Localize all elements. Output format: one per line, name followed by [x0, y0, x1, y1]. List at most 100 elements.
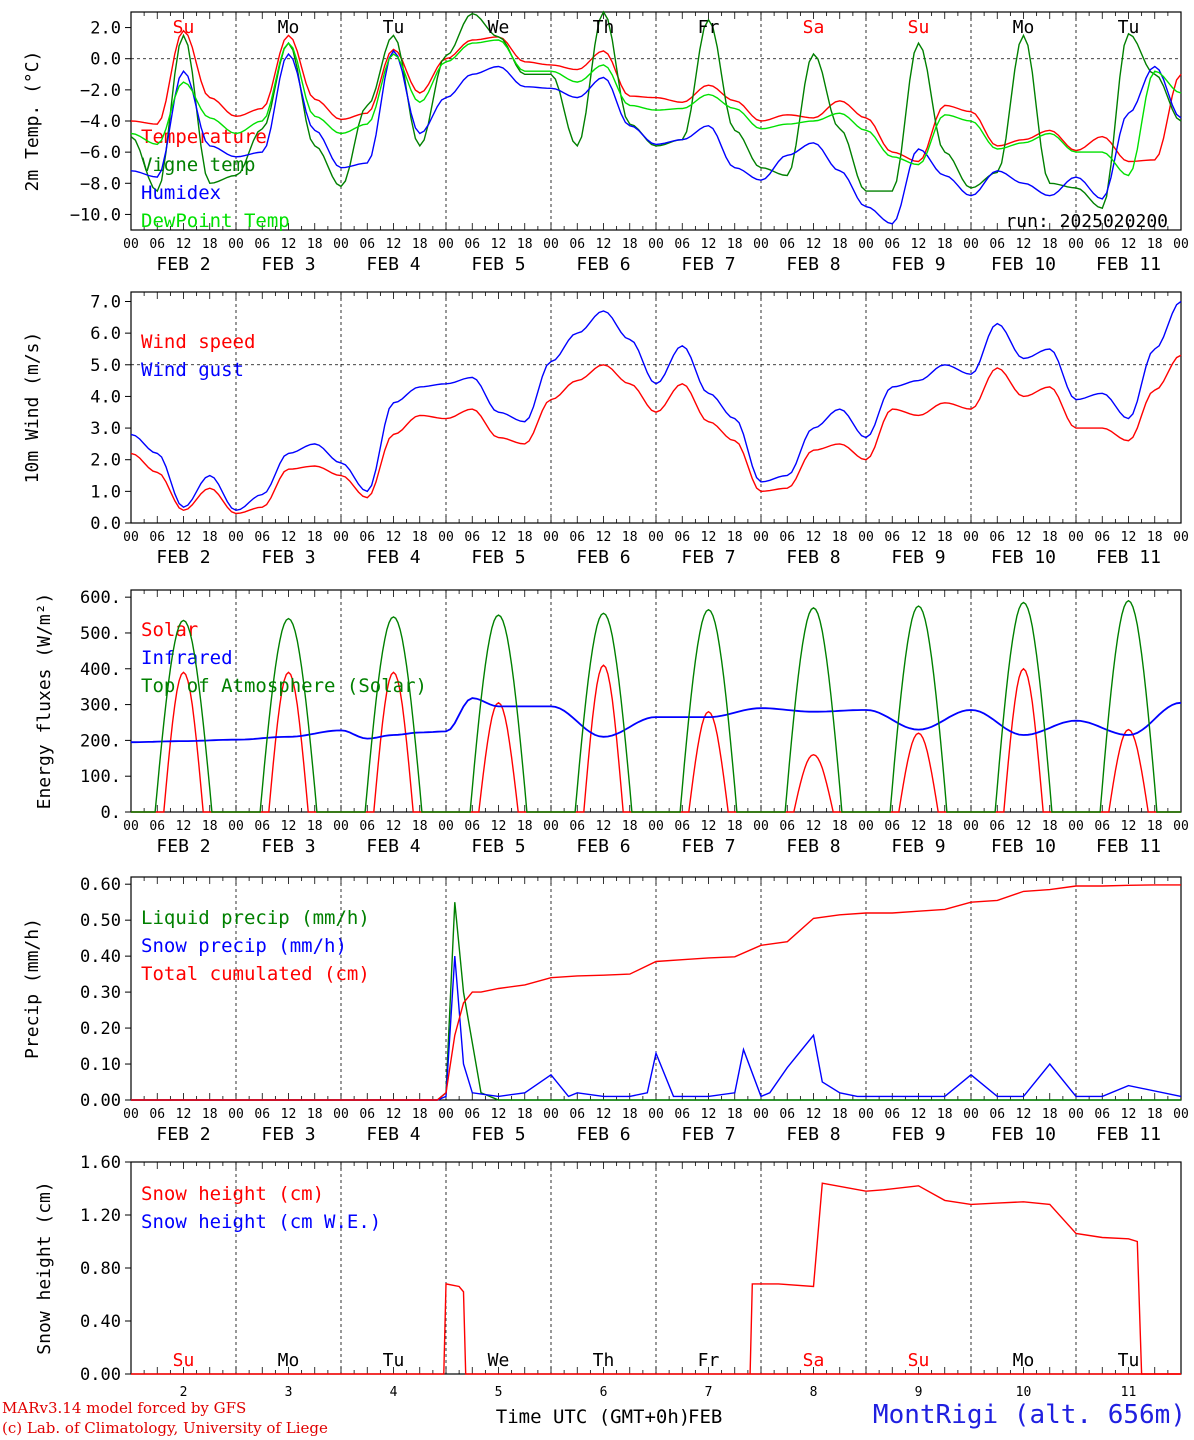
x-hour-label: 12 — [491, 530, 507, 545]
x-hour-label: 12 — [491, 819, 507, 834]
x-hour-label: 06 — [989, 530, 1005, 545]
x-hour-label: 18 — [307, 237, 323, 252]
day-number-label: 6 — [600, 1385, 608, 1400]
day-number-label: 10 — [1016, 1385, 1032, 1400]
x-hour-label: 12 — [596, 237, 612, 252]
weekday-label: Su — [908, 17, 930, 38]
y-tick-label: 0.00 — [80, 1091, 121, 1111]
x-date-label: FEB 10 — [991, 254, 1056, 275]
x-date-label: FEB 11 — [1096, 1124, 1161, 1145]
x-hour-label: 06 — [674, 1107, 690, 1122]
weekday-label: Mo — [278, 1350, 300, 1371]
y-tick-label: 300. — [80, 696, 121, 716]
y-tick-label: 0.20 — [80, 1019, 121, 1039]
weekday-label: Su — [173, 17, 195, 38]
y-tick-label: 0.40 — [80, 947, 121, 967]
x-hour-label: 18 — [202, 1107, 218, 1122]
y-tick-label: −8.0 — [80, 174, 121, 194]
x-hour-label: 00 — [1068, 530, 1084, 545]
x-hour-label: 00 — [858, 1107, 874, 1122]
x-hour-label: 18 — [517, 237, 533, 252]
x-date-label: FEB 6 — [576, 254, 630, 275]
x-hour-label: 12 — [1016, 237, 1032, 252]
x-hour-label: 06 — [884, 530, 900, 545]
day-number-label: 7 — [705, 1385, 713, 1400]
series-line-dewpoint-temp — [130, 39, 1182, 177]
x-hour-label: 18 — [727, 237, 743, 252]
x-hour-label: 12 — [911, 1107, 927, 1122]
y-tick-label: 400. — [80, 660, 121, 680]
weekday-label: Fr — [698, 17, 720, 38]
weekday-label: Su — [908, 1350, 930, 1371]
legend-entry: Snow height (cm) — [141, 1183, 324, 1205]
y-tick-label: −2.0 — [80, 81, 121, 101]
day-number-label: 8 — [810, 1385, 818, 1400]
y-axis-label: Snow height (cm) — [34, 1181, 55, 1354]
x-date-label: FEB 4 — [366, 836, 420, 857]
y-tick-label: 200. — [80, 731, 121, 751]
model-credit: MARv3.14 model forced by GFS — [2, 1399, 247, 1417]
x-hour-label: 00 — [543, 530, 559, 545]
day-number-label: 2 — [180, 1385, 188, 1400]
x-date-label: FEB 10 — [991, 547, 1056, 568]
x-hour-label: 18 — [832, 237, 848, 252]
x-hour-label: 12 — [806, 237, 822, 252]
y-tick-label: 5.0 — [90, 356, 121, 376]
x-hour-label: 00 — [438, 530, 454, 545]
day-number-label: 5 — [495, 1385, 503, 1400]
x-hour-label: 12 — [176, 819, 192, 834]
x-hour-label: 12 — [1016, 530, 1032, 545]
series-line-wind-speed — [130, 354, 1182, 515]
weekday-label: Mo — [1013, 1350, 1035, 1371]
x-hour-label: 00 — [543, 1107, 559, 1122]
y-axis-label: 10m Wind (m/s) — [22, 332, 43, 484]
series-line-temperature — [130, 29, 1182, 163]
x-hour-label: 12 — [386, 1107, 402, 1122]
legend-entry: Liquid precip (mm/h) — [141, 907, 370, 929]
x-hour-label: 00 — [228, 530, 244, 545]
x-hour-label: 00 — [1068, 1107, 1084, 1122]
lab-credit: (c) Lab. of Climatology, University of L… — [2, 1419, 328, 1437]
y-tick-label: 600. — [80, 588, 121, 608]
x-date-label: FEB 8 — [786, 1124, 840, 1145]
y-tick-label: 100. — [80, 767, 121, 787]
x-hour-label: 12 — [596, 1107, 612, 1122]
x-date-label: FEB 2 — [156, 836, 210, 857]
x-date-label: FEB 8 — [786, 254, 840, 275]
x-hour-label: 00 — [333, 530, 349, 545]
y-tick-label: 500. — [80, 624, 121, 644]
x-hour-label: 18 — [937, 1107, 953, 1122]
x-hour-label: 12 — [911, 237, 927, 252]
x-hour-label: 06 — [569, 237, 585, 252]
x-hour-label: 06 — [674, 530, 690, 545]
x-hour-label: 06 — [254, 819, 270, 834]
legend-entry: Infrared — [141, 647, 233, 669]
legend-entry: Wind gust — [141, 359, 244, 381]
weekday-label: Mo — [278, 17, 300, 38]
series-line-snow-height-cm--2 — [749, 1182, 1181, 1375]
x-hour-label: 06 — [359, 530, 375, 545]
x-hour-label: 06 — [464, 819, 480, 834]
y-tick-label: 0.00 — [80, 1365, 121, 1385]
x-date-label: FEB 7 — [681, 254, 735, 275]
x-hour-label: 18 — [517, 819, 533, 834]
day-number-label: 9 — [915, 1385, 923, 1400]
day-number-label: 4 — [390, 1385, 398, 1400]
x-hour-label: 06 — [779, 530, 795, 545]
x-hour-label: 00 — [1068, 819, 1084, 834]
x-date-label: FEB 10 — [991, 836, 1056, 857]
x-hour-label: 12 — [806, 819, 822, 834]
y-tick-label: 3.0 — [90, 419, 121, 439]
x-hour-label: 00 — [543, 237, 559, 252]
x-hour-label: 18 — [412, 237, 428, 252]
x-hour-label: 00 — [438, 237, 454, 252]
x-date-label: FEB 4 — [366, 1124, 420, 1145]
x-date-label: FEB 4 — [366, 254, 420, 275]
x-hour-label: 18 — [727, 819, 743, 834]
x-date-label: FEB 9 — [891, 547, 945, 568]
x-axis-label: Time UTC (GMT+0h) — [496, 1406, 690, 1428]
x-hour-label: 18 — [622, 1107, 638, 1122]
x-hour-label: 06 — [569, 530, 585, 545]
x-hour-label: 00 — [228, 237, 244, 252]
x-date-label: FEB 5 — [471, 836, 525, 857]
